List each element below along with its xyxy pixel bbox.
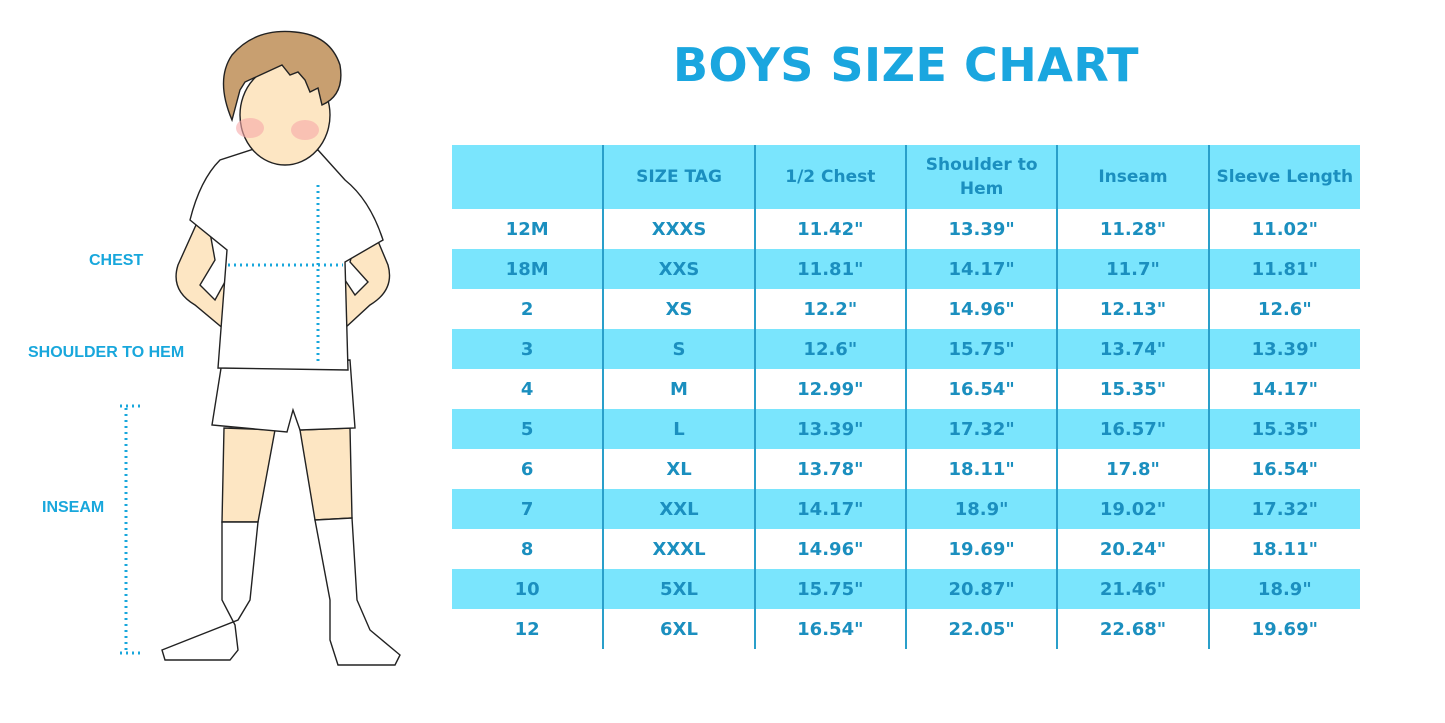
table-cell: 18.9" — [1207, 569, 1360, 609]
table-cell: M — [602, 369, 755, 409]
shoulder-to-hem-label: SHOULDER TO HEM — [28, 344, 185, 361]
table-cell: 18.11" — [904, 449, 1058, 489]
table-cell: 16.54" — [1207, 449, 1360, 489]
boy-measurement-illustration — [120, 30, 401, 666]
column-header: Sleeve Length — [1207, 145, 1360, 209]
table-cell: 6 — [452, 449, 604, 489]
table-cell: XXXS — [602, 209, 755, 249]
table-cell: 17.32" — [904, 409, 1058, 449]
table-cell: 11.28" — [1056, 209, 1209, 249]
table-cell: 11.81" — [1207, 249, 1360, 289]
table-cell: 12 — [452, 609, 604, 649]
table-cell: 18.9" — [904, 489, 1058, 529]
table-row: 6 XL 13.78" 18.11" 17.8" 16.54" — [452, 449, 1360, 489]
table-cell: 17.8" — [1056, 449, 1209, 489]
table-cell: 20.87" — [904, 569, 1058, 609]
table-cell: 15.35" — [1056, 369, 1209, 409]
table-cell: 16.57" — [1056, 409, 1209, 449]
table-cell: 11.7" — [1056, 249, 1209, 289]
table-cell: 14.17" — [1207, 369, 1360, 409]
table-cell: 14.96" — [753, 529, 906, 569]
table-row: 8 XXXL 14.96" 19.69" 20.24" 18.11" — [452, 529, 1360, 569]
table-cell: 2 — [452, 289, 604, 329]
table-cell: 12.6" — [753, 329, 906, 369]
table-row: 4 M 12.99" 16.54" 15.35" 14.17" — [452, 369, 1360, 409]
chest-label: CHEST — [89, 252, 144, 269]
table-cell: 22.68" — [1056, 609, 1209, 649]
table-row: 10 5XL 15.75" 20.87" 21.46" 18.9" — [452, 569, 1360, 609]
table-cell: 12.13" — [1056, 289, 1209, 329]
table-cell: 19.69" — [904, 529, 1058, 569]
table-cell: S — [602, 329, 755, 369]
table-row: 2 XS 12.2" 14.96" 12.13" 12.6" — [452, 289, 1360, 329]
table-cell: XXXL — [602, 529, 755, 569]
table-row: 7 XXL 14.17" 18.9" 19.02" 17.32" — [452, 489, 1360, 529]
table-cell: 13.74" — [1056, 329, 1209, 369]
table-cell: 3 — [452, 329, 604, 369]
table-row: 12 6XL 16.54" 22.05" 22.68" 19.69" — [452, 609, 1360, 649]
table-row: 12M XXXS 11.42" 13.39" 11.28" 11.02" — [452, 209, 1360, 249]
table-cell: 21.46" — [1056, 569, 1209, 609]
table-cell: 13.39" — [753, 409, 906, 449]
table-cell: 13.78" — [753, 449, 906, 489]
table-cell: 18M — [452, 249, 604, 289]
table-cell: 5 — [452, 409, 604, 449]
table-row: 5 L 13.39" 17.32" 16.57" 15.35" — [452, 409, 1360, 449]
table-cell: 16.54" — [753, 609, 906, 649]
table-cell: 11.02" — [1207, 209, 1360, 249]
table-cell: 19.02" — [1056, 489, 1209, 529]
table-row: 18M XXS 11.81" 14.17" 11.7" 11.81" — [452, 249, 1360, 289]
inseam-label: INSEAM — [42, 499, 105, 516]
table-cell: 15.75" — [904, 329, 1058, 369]
column-header: SIZE TAG — [602, 145, 755, 209]
table-cell: 15.35" — [1207, 409, 1360, 449]
table-cell: 6XL — [602, 609, 755, 649]
table-cell: 17.32" — [1207, 489, 1360, 529]
table-cell: 7 — [452, 489, 604, 529]
table-cell: 11.42" — [753, 209, 906, 249]
page-title: BOYS SIZE CHART — [672, 38, 1140, 92]
table-cell: 13.39" — [904, 209, 1058, 249]
column-header: 1/2 Chest — [753, 145, 906, 209]
table-cell: 10 — [452, 569, 604, 609]
table-header-row: SIZE TAG 1/2 Chest Shoulder to Hem Inseam Sl… — [452, 145, 1360, 209]
column-header — [452, 145, 604, 209]
column-header: Inseam — [1056, 145, 1209, 209]
table-cell: 14.96" — [904, 289, 1058, 329]
table-cell: 18.11" — [1207, 529, 1360, 569]
table-cell: 5XL — [602, 569, 755, 609]
table-row: 3 S 12.6" 15.75" 13.74" 13.39" — [452, 329, 1360, 369]
table-cell: 4 — [452, 369, 604, 409]
table-cell: 14.17" — [753, 489, 906, 529]
table-cell: 14.17" — [904, 249, 1058, 289]
table-cell: 13.39" — [1207, 329, 1360, 369]
table-cell: 12M — [452, 209, 604, 249]
table-cell: 8 — [452, 529, 604, 569]
table-cell: 19.69" — [1207, 609, 1360, 649]
table-cell: XS — [602, 289, 755, 329]
table-cell: 15.75" — [753, 569, 906, 609]
table-cell: 12.99" — [753, 369, 906, 409]
table-cell: XXL — [602, 489, 755, 529]
table-cell: 12.2" — [753, 289, 906, 329]
table-cell: XL — [602, 449, 755, 489]
table-cell: 11.81" — [753, 249, 906, 289]
table-cell: XXS — [602, 249, 755, 289]
table-cell: 22.05" — [904, 609, 1058, 649]
table-cell: 12.6" — [1207, 289, 1360, 329]
table-cell: L — [602, 409, 755, 449]
table-cell: 16.54" — [904, 369, 1058, 409]
column-header: Shoulder to Hem — [904, 145, 1058, 209]
table-cell: 20.24" — [1056, 529, 1209, 569]
size-chart-table: SIZE TAG 1/2 Chest Shoulder to Hem Inseam Sl… — [452, 145, 1360, 649]
